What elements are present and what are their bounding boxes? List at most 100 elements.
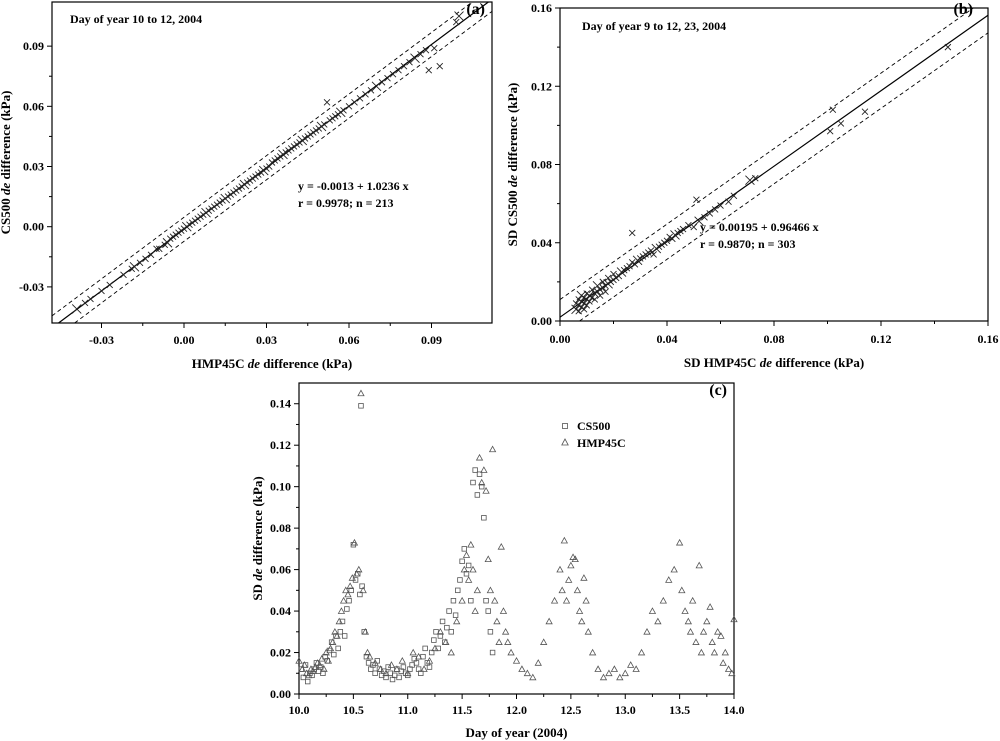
data-point [136, 259, 144, 267]
hmp45c-point [670, 565, 678, 573]
data-point [610, 270, 617, 278]
cs500-point [422, 645, 428, 652]
hmp45c-point [550, 596, 559, 604]
regression-line [559, 14, 989, 318]
hmp45c-point [637, 648, 646, 656]
x-tick-label: 13.0 [615, 703, 636, 717]
hmp45c-point [697, 648, 706, 656]
hmp45c-point [346, 582, 354, 589]
hmp45c-point [486, 586, 495, 594]
y-tick-label: 0.12 [531, 79, 552, 93]
data-point [296, 139, 303, 146]
data-point [282, 149, 290, 156]
regression-line [58, 1, 489, 324]
hmp45c-point [721, 648, 729, 656]
data-point [147, 251, 155, 259]
data-point [631, 260, 639, 268]
cs500-point [383, 674, 389, 681]
hmp45c-point [708, 638, 716, 645]
data-point [258, 165, 269, 176]
cs500-point [446, 608, 452, 614]
data-point [128, 265, 136, 273]
data-point [371, 81, 382, 92]
hmp45c-point [605, 669, 613, 677]
regression-stats: r = 0.9978; n = 213 [298, 196, 393, 210]
data-point [615, 272, 623, 280]
cs500-point [463, 571, 470, 577]
hmp45c-point [518, 665, 526, 672]
hmp45c-point [621, 669, 629, 677]
data-point [320, 121, 328, 128]
x-tick-label: 11.5 [452, 703, 472, 717]
hmp45c-point [366, 652, 374, 660]
cs500-point [483, 598, 489, 604]
hmp45c-point [475, 453, 484, 461]
data-point [591, 296, 599, 303]
hmp45c-point [431, 644, 439, 652]
cs500-point [474, 492, 481, 498]
data-point [142, 255, 149, 263]
cs500-point [341, 633, 348, 639]
data-point [725, 198, 732, 205]
data-point [87, 295, 94, 303]
hmp45c-point [309, 667, 317, 674]
hmp45c-point [703, 617, 711, 625]
data-point [235, 185, 243, 192]
data-point [169, 233, 177, 241]
x-tick-label: 0.04 [657, 332, 678, 346]
data-point [425, 66, 433, 74]
data-point [271, 157, 279, 164]
data-point [194, 215, 202, 222]
hmp45c-point [675, 538, 684, 546]
x-tick-label: 13.5 [669, 703, 690, 717]
hmp45c-point [556, 565, 564, 573]
hmp45c-point [501, 627, 510, 635]
cs500-point [304, 678, 311, 685]
hmp45c-point [599, 673, 608, 681]
data-point [246, 177, 254, 184]
data-point [323, 98, 331, 106]
hmp45c-point [580, 574, 588, 581]
data-point [243, 179, 251, 186]
hmp45c-point [659, 596, 667, 604]
hmp45c-point [681, 607, 689, 614]
confidence-line-lower [579, 32, 989, 322]
data-point [216, 199, 224, 206]
x-tick-label: 12.0 [506, 703, 527, 717]
cs500-point [348, 587, 354, 594]
hmp45c-point [462, 551, 471, 558]
data-point [345, 103, 353, 110]
hmp45c-point [594, 665, 602, 672]
hmp45c-point [467, 540, 475, 548]
hmp45c-point [588, 648, 597, 656]
data-point [663, 237, 671, 245]
hmp45c-point [545, 617, 553, 625]
cs500-point [365, 660, 372, 666]
hmp45c-point [730, 615, 738, 623]
data-point [430, 44, 438, 52]
hmp45c-point [425, 657, 434, 664]
data-point [340, 107, 347, 114]
x-tick-label: 0.06 [339, 333, 360, 347]
annotation: Day of year 9 to 12, 23, 2004 [582, 19, 726, 33]
hmp45c-point [315, 661, 324, 668]
hmp45c-point [688, 596, 697, 604]
hmp45c-point [558, 586, 566, 594]
hmp45c-point [493, 617, 501, 625]
hmp45c-point [322, 648, 330, 656]
x-tick-label: 0.03 [256, 333, 277, 347]
hmp45c-point [529, 673, 537, 681]
data-point [224, 193, 232, 200]
x-tick-label: 11.0 [398, 703, 418, 717]
data-point [583, 302, 591, 309]
data-point [602, 288, 609, 295]
data-point [334, 111, 342, 118]
data-point [274, 155, 281, 162]
data-point [304, 133, 312, 140]
hmp45c-point [478, 478, 486, 486]
data-point [586, 298, 593, 305]
data-point [249, 175, 257, 182]
x-axis-title: SD HMP45C de difference (kPa) [684, 355, 864, 370]
panel-c: 10.0 10.5 11.0 11.5 12.0 12.5 13.0 13.5 14.0 0.00… [250, 382, 745, 740]
data-point [861, 108, 869, 115]
